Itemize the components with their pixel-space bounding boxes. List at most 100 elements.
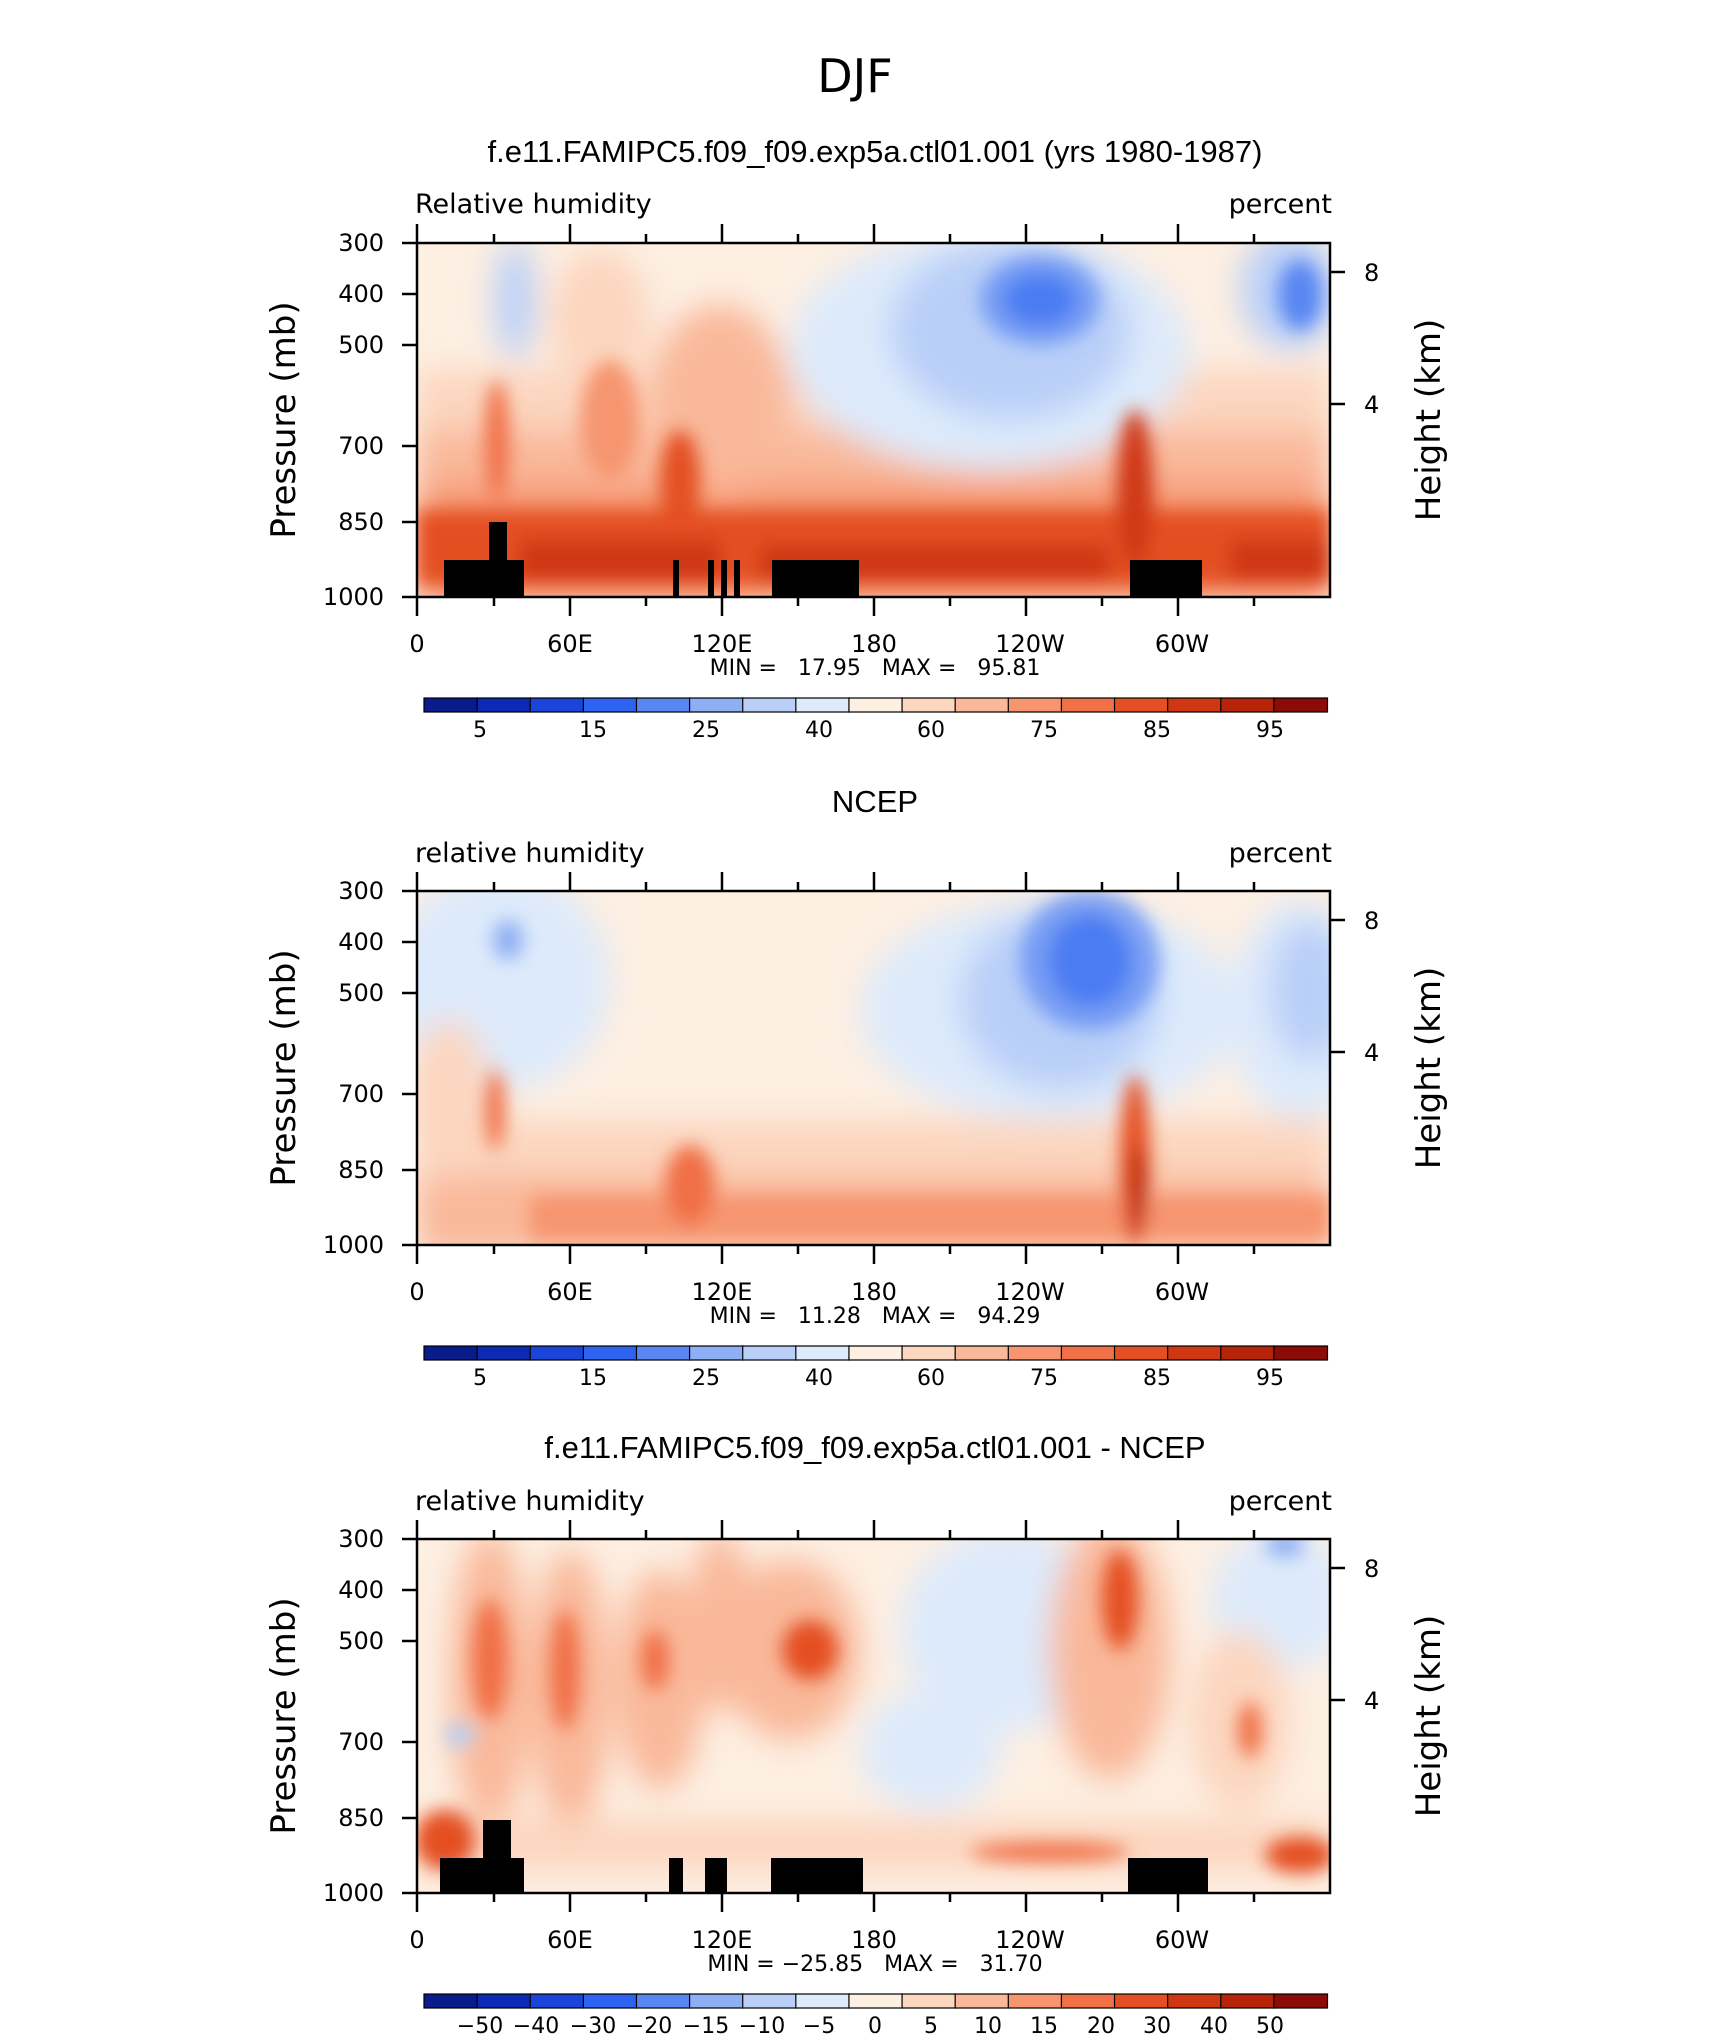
y-axis-label-right: Height (km) [1409,967,1449,1170]
field-core-west-dry [493,920,523,960]
colorbar-label: 60 [917,718,945,743]
axis-left [402,241,417,599]
colorbar-swatch [954,1993,1010,2009]
longitude-tick-label: 0 [409,1926,424,1954]
colorbar-swatch [582,1993,638,2009]
pressure-tick-labels: 300 400 500 700 850 1000 [323,877,384,1259]
contour-field [417,243,1330,597]
units-label: percent [1229,1486,1332,1517]
y-axis-label-right: Height (km) [1409,319,1449,522]
y-axis-label-left: Pressure (mb) [264,1597,304,1834]
longitude-tick-label: 0 [409,1278,424,1306]
longitude-tick-label: 180 [851,1926,897,1954]
variable-label: relative humidity [415,838,645,869]
field-core-boundary-east [1265,1837,1330,1873]
colorbar-label: −10 [739,2014,785,2038]
field-blob-andes-moist [1050,1539,1170,1780]
colorbar-label: −50 [457,2014,503,2038]
variable-label: relative humidity [415,1486,645,1517]
longitude-tick-label: 180 [851,630,897,658]
field-blob-midtrop-dry [860,1690,1000,1810]
panel-title: f.e11.FAMIPC5.f09_f09.exp5a.ctl01.001 - … [544,1430,1205,1465]
colorbar-labels: 5 15 25 40 60 75 85 95 [473,718,1284,743]
panel-ncep: NCEP relative humidity percent [264,784,1449,1391]
height-tick-label: 8 [1364,907,1379,935]
colorbar-label: 75 [1030,718,1058,743]
field-core-andes [1102,1550,1138,1650]
colorbar-swatch [688,1993,744,2009]
pressure-tick-label: 1000 [323,1879,384,1907]
colorbar-swatch [1060,1993,1116,2009]
pressure-tick-label: 400 [338,1576,384,1604]
field-core-dry-small [1265,1539,1305,1557]
field-core-west-pacific [641,1630,669,1690]
field-blob-africa-moist [485,380,509,500]
colorbar-label: −5 [803,2014,835,2038]
colorbar-swatch [901,1345,957,1361]
height-tick-label: 4 [1364,1687,1379,1715]
colorbar-label: 5 [473,718,487,743]
units-label: percent [1229,838,1332,869]
pressure-tick-label: 850 [338,1156,384,1184]
pressure-tick-label: 400 [338,280,384,308]
pressure-tick-label: 500 [338,1627,384,1655]
colorbar-swatch [476,1993,532,2009]
colorbar-label: 95 [1256,1366,1284,1391]
colorbar-swatch [1167,1993,1222,2009]
height-tick-label: 8 [1364,1555,1379,1583]
colorbar-swatch [848,1993,904,2009]
colorbar-swatch [635,1993,691,2009]
field-blob-andes-core [1131,1145,1145,1235]
colorbar-swatch [635,1345,691,1361]
longitude-tick-label: 60W [1155,1278,1209,1306]
field-core-boundary-west [417,1810,475,1870]
colorbar-swatch [1007,1345,1063,1361]
longitude-tick-label: 60E [547,1278,593,1306]
height-tick-label: 4 [1364,391,1379,419]
height-tick-labels: 8 4 [1364,1555,1379,1715]
height-tick-label: 8 [1364,259,1379,287]
field-blob-maritime-moist [665,1145,715,1225]
colorbar-label: 50 [1256,2014,1284,2038]
colorbar [423,1345,1329,1361]
field-blob-atlantic-dry [1270,920,1330,1060]
longitude-tick-label: 120W [995,1926,1065,1954]
colorbar-swatch [635,697,691,713]
pressure-tick-labels: 300 400 500 700 850 1000 [323,229,384,611]
longitude-tick-labels: 0 60E 120E 180 120W 60W [409,630,1209,658]
colorbar-swatch [848,697,904,713]
axis-right [1330,270,1345,406]
colorbar-labels: −50 −40 −30 −20 −15 −10 −5 0 5 10 15 20 … [457,2014,1284,2038]
pressure-tick-label: 300 [338,877,384,905]
colorbar-swatch [529,1345,585,1361]
longitude-tick-labels: 0 60E 120E 180 120W 60W [409,1278,1209,1306]
colorbar-swatch [901,697,957,713]
longitude-tick-label: 120W [995,630,1065,658]
field-blob-pacific-moist-2 [690,1539,750,1710]
height-tick-labels: 8 4 [1364,259,1379,419]
contour-field [417,1539,1330,1893]
colorbar-swatch [1007,697,1063,713]
colorbar-swatch [795,1993,851,2009]
axis-top-ticks [415,1520,1256,1539]
pressure-tick-label: 300 [338,229,384,257]
colorbar [423,697,1329,713]
colorbar-label: −40 [513,2014,559,2038]
axis-top-ticks [415,224,1256,243]
colorbar-swatch [688,1345,744,1361]
stats-label: MIN = 11.28 MAX = 94.29 [710,1304,1041,1329]
colorbar-swatch [742,1993,797,2009]
colorbar-swatch [1220,697,1275,713]
colorbar-label: 30 [1143,2014,1171,2038]
colorbar-swatch [1113,1345,1169,1361]
colorbar-swatch [423,1345,479,1361]
field-blob-west-moist [417,1020,490,1180]
colorbar-label: 20 [1087,2014,1115,2038]
page-title: DJF [817,49,892,103]
longitude-tick-label: 120E [692,1278,753,1306]
axis-left [402,1537,417,1895]
panel-model: f.e11.FAMIPC5.f09_f09.exp5a.ctl01.001 (y… [264,134,1449,743]
colorbar-label: 85 [1143,718,1171,743]
panel-title: NCEP [832,784,918,819]
